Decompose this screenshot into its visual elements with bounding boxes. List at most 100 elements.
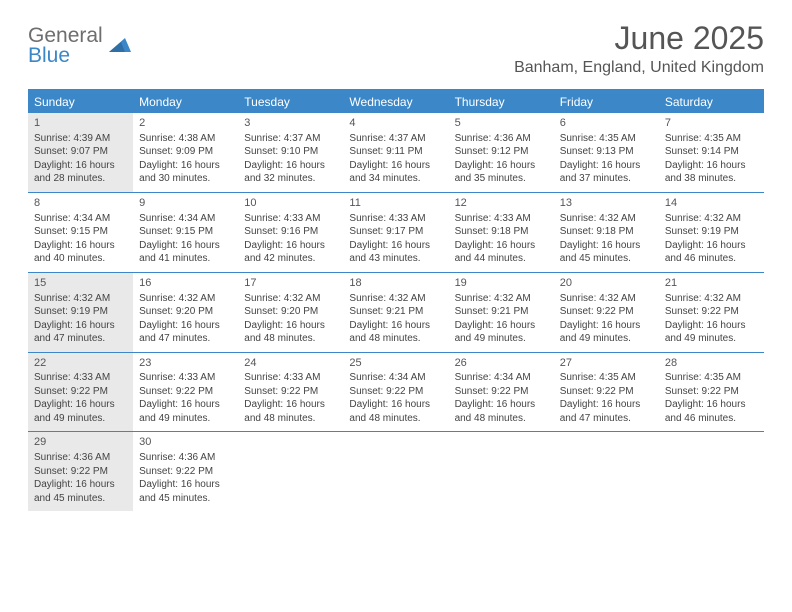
daylight-text: Daylight: 16 hours and 49 minutes. <box>455 319 548 346</box>
daylight-text: Daylight: 16 hours and 49 minutes. <box>139 398 232 425</box>
sunrise-text: Sunrise: 4:36 AM <box>455 132 548 146</box>
sunrise-text: Sunrise: 4:32 AM <box>244 292 337 306</box>
sunset-text: Sunset: 9:22 PM <box>560 305 653 319</box>
sunset-text: Sunset: 9:20 PM <box>139 305 232 319</box>
day-cell: 15Sunrise: 4:32 AMSunset: 9:19 PMDayligh… <box>28 273 133 352</box>
daylight-text: Daylight: 16 hours and 43 minutes. <box>349 239 442 266</box>
daylight-text: Daylight: 16 hours and 48 minutes. <box>244 398 337 425</box>
day-cell: 17Sunrise: 4:32 AMSunset: 9:20 PMDayligh… <box>238 273 343 352</box>
day-cell: 29Sunrise: 4:36 AMSunset: 9:22 PMDayligh… <box>28 432 133 511</box>
day-cell: 24Sunrise: 4:33 AMSunset: 9:22 PMDayligh… <box>238 353 343 432</box>
day-cell: 22Sunrise: 4:33 AMSunset: 9:22 PMDayligh… <box>28 353 133 432</box>
day-cell: 9Sunrise: 4:34 AMSunset: 9:15 PMDaylight… <box>133 193 238 272</box>
logo-line1: General <box>28 26 103 46</box>
day-number: 17 <box>244 276 337 291</box>
empty-cell <box>659 432 764 511</box>
day-number: 16 <box>139 276 232 291</box>
daylight-text: Daylight: 16 hours and 35 minutes. <box>455 159 548 186</box>
day-number: 15 <box>34 276 127 291</box>
sunset-text: Sunset: 9:18 PM <box>455 225 548 239</box>
weekday-header: Tuesday <box>238 91 343 113</box>
daylight-text: Daylight: 16 hours and 48 minutes. <box>244 319 337 346</box>
daylight-text: Daylight: 16 hours and 46 minutes. <box>665 239 758 266</box>
day-number: 3 <box>244 116 337 131</box>
day-cell: 7Sunrise: 4:35 AMSunset: 9:14 PMDaylight… <box>659 113 764 192</box>
sunset-text: Sunset: 9:16 PM <box>244 225 337 239</box>
sunset-text: Sunset: 9:07 PM <box>34 145 127 159</box>
sunset-text: Sunset: 9:22 PM <box>560 385 653 399</box>
day-number: 1 <box>34 116 127 131</box>
sunset-text: Sunset: 9:22 PM <box>139 465 232 479</box>
sunrise-text: Sunrise: 4:35 AM <box>665 371 758 385</box>
weekday-header: Sunday <box>28 91 133 113</box>
sunset-text: Sunset: 9:15 PM <box>139 225 232 239</box>
day-number: 23 <box>139 356 232 371</box>
day-cell: 30Sunrise: 4:36 AMSunset: 9:22 PMDayligh… <box>133 432 238 511</box>
day-number: 7 <box>665 116 758 131</box>
day-cell: 19Sunrise: 4:32 AMSunset: 9:21 PMDayligh… <box>449 273 554 352</box>
day-number: 26 <box>455 356 548 371</box>
sunset-text: Sunset: 9:10 PM <box>244 145 337 159</box>
daylight-text: Daylight: 16 hours and 41 minutes. <box>139 239 232 266</box>
sunrise-text: Sunrise: 4:39 AM <box>34 132 127 146</box>
day-cell: 11Sunrise: 4:33 AMSunset: 9:17 PMDayligh… <box>343 193 448 272</box>
day-cell: 25Sunrise: 4:34 AMSunset: 9:22 PMDayligh… <box>343 353 448 432</box>
empty-cell <box>449 432 554 511</box>
sunset-text: Sunset: 9:22 PM <box>665 305 758 319</box>
daylight-text: Daylight: 16 hours and 48 minutes. <box>455 398 548 425</box>
sunrise-text: Sunrise: 4:38 AM <box>139 132 232 146</box>
weekday-header: Wednesday <box>343 91 448 113</box>
page: General Blue June 2025 Banham, England, … <box>0 0 792 531</box>
sunset-text: Sunset: 9:22 PM <box>34 465 127 479</box>
sunrise-text: Sunrise: 4:33 AM <box>349 212 442 226</box>
day-number: 22 <box>34 356 127 371</box>
sunset-text: Sunset: 9:11 PM <box>349 145 442 159</box>
logo-triangle-icon <box>109 34 131 57</box>
daylight-text: Daylight: 16 hours and 44 minutes. <box>455 239 548 266</box>
daylight-text: Daylight: 16 hours and 47 minutes. <box>560 398 653 425</box>
sunrise-text: Sunrise: 4:32 AM <box>34 292 127 306</box>
daylight-text: Daylight: 16 hours and 38 minutes. <box>665 159 758 186</box>
sunset-text: Sunset: 9:18 PM <box>560 225 653 239</box>
daylight-text: Daylight: 16 hours and 45 minutes. <box>139 478 232 505</box>
day-number: 18 <box>349 276 442 291</box>
day-number: 29 <box>34 435 127 450</box>
daylight-text: Daylight: 16 hours and 32 minutes. <box>244 159 337 186</box>
day-number: 4 <box>349 116 442 131</box>
day-cell: 28Sunrise: 4:35 AMSunset: 9:22 PMDayligh… <box>659 353 764 432</box>
sunset-text: Sunset: 9:22 PM <box>244 385 337 399</box>
sunrise-text: Sunrise: 4:32 AM <box>349 292 442 306</box>
sunrise-text: Sunrise: 4:33 AM <box>244 371 337 385</box>
day-cell: 21Sunrise: 4:32 AMSunset: 9:22 PMDayligh… <box>659 273 764 352</box>
daylight-text: Daylight: 16 hours and 49 minutes. <box>665 319 758 346</box>
header: General Blue June 2025 Banham, England, … <box>28 20 764 77</box>
sunset-text: Sunset: 9:22 PM <box>139 385 232 399</box>
sunrise-text: Sunrise: 4:34 AM <box>349 371 442 385</box>
logo-line2: Blue <box>28 46 103 66</box>
day-cell: 13Sunrise: 4:32 AMSunset: 9:18 PMDayligh… <box>554 193 659 272</box>
sunset-text: Sunset: 9:21 PM <box>455 305 548 319</box>
sunrise-text: Sunrise: 4:32 AM <box>665 292 758 306</box>
daylight-text: Daylight: 16 hours and 47 minutes. <box>34 319 127 346</box>
sunset-text: Sunset: 9:14 PM <box>665 145 758 159</box>
sunset-text: Sunset: 9:21 PM <box>349 305 442 319</box>
day-number: 19 <box>455 276 548 291</box>
daylight-text: Daylight: 16 hours and 37 minutes. <box>560 159 653 186</box>
weekday-header: Monday <box>133 91 238 113</box>
empty-cell <box>343 432 448 511</box>
weekday-header: Thursday <box>449 91 554 113</box>
sunset-text: Sunset: 9:15 PM <box>34 225 127 239</box>
daylight-text: Daylight: 16 hours and 45 minutes. <box>560 239 653 266</box>
sunrise-text: Sunrise: 4:35 AM <box>560 132 653 146</box>
sunrise-text: Sunrise: 4:33 AM <box>139 371 232 385</box>
day-number: 14 <box>665 196 758 211</box>
logo: General Blue <box>28 20 131 66</box>
day-number: 10 <box>244 196 337 211</box>
day-number: 6 <box>560 116 653 131</box>
day-number: 2 <box>139 116 232 131</box>
day-number: 11 <box>349 196 442 211</box>
week-row: 22Sunrise: 4:33 AMSunset: 9:22 PMDayligh… <box>28 353 764 433</box>
day-number: 8 <box>34 196 127 211</box>
week-row: 15Sunrise: 4:32 AMSunset: 9:19 PMDayligh… <box>28 273 764 353</box>
weekday-row: SundayMondayTuesdayWednesdayThursdayFrid… <box>28 91 764 113</box>
